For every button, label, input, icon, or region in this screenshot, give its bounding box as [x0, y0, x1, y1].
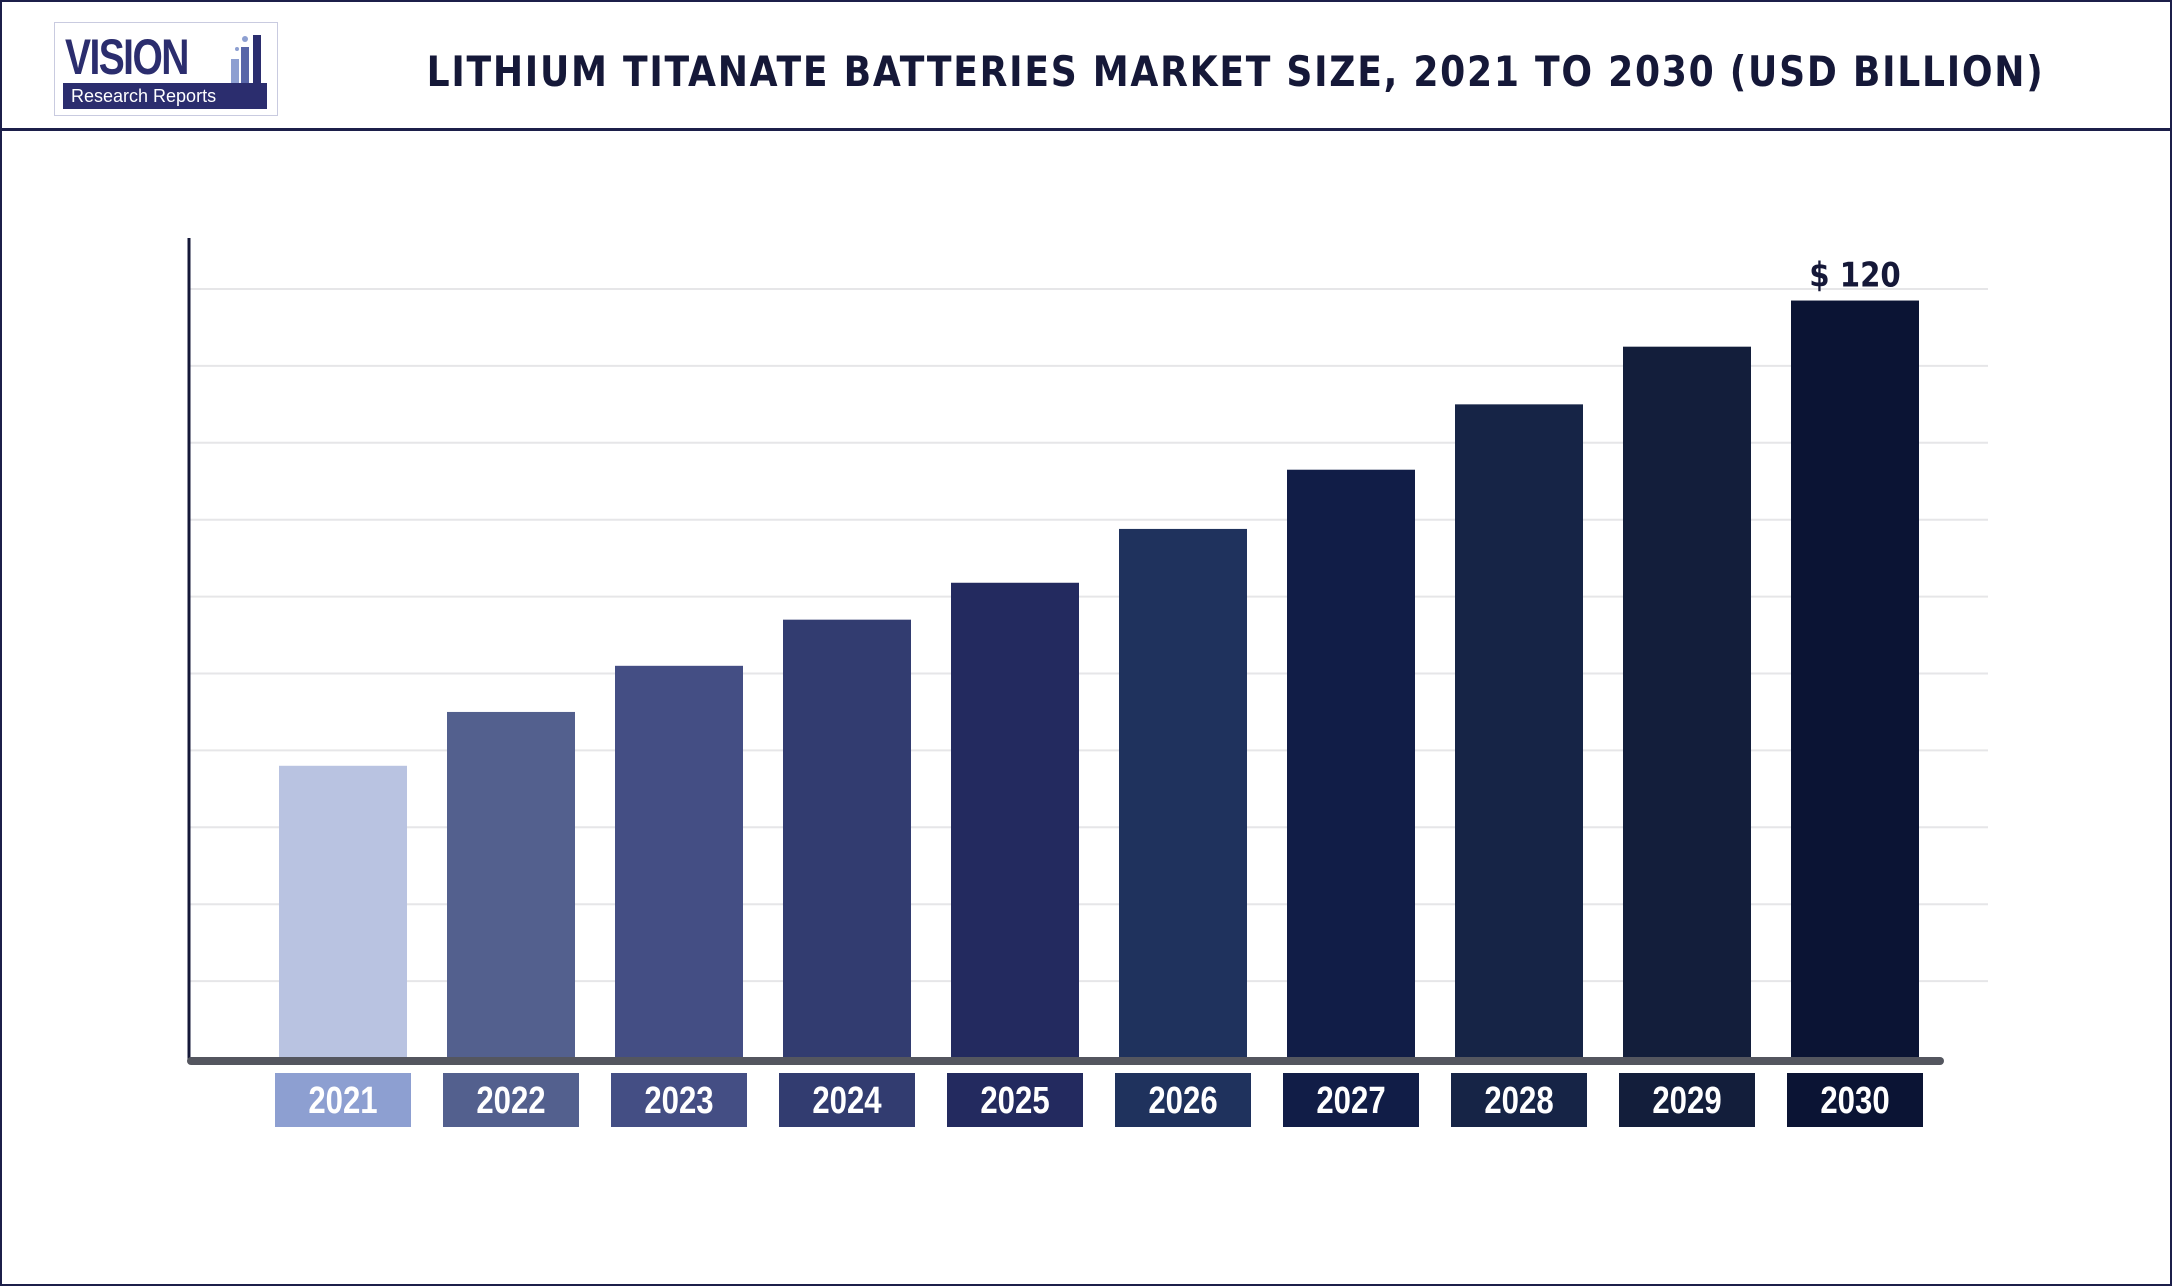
x-tick-label: 2023	[644, 1080, 713, 1122]
company-logo: VISION Research Reports	[54, 22, 278, 116]
x-tick-label: 2029	[1652, 1080, 1721, 1122]
logo-bars-icon	[231, 35, 261, 83]
x-tick-label: 2024	[812, 1080, 882, 1122]
x-tick-box	[947, 1073, 1083, 1127]
x-tick-box	[779, 1073, 915, 1127]
x-tick-box	[1787, 1073, 1923, 1127]
x-tick-label: 2025	[980, 1080, 1049, 1122]
x-tick-box	[443, 1073, 579, 1127]
bar	[1119, 528, 1247, 1058]
logo-word: VISION	[65, 29, 189, 85]
bar	[1287, 469, 1415, 1059]
bar	[951, 582, 1079, 1058]
bar	[1791, 300, 1919, 1058]
x-tick-label: 2026	[1148, 1080, 1217, 1122]
x-tick-box	[1283, 1073, 1419, 1127]
data-label: $ 120	[1809, 257, 1901, 296]
bar	[1623, 346, 1751, 1058]
header: VISION Research Reports LITHIUM TITANATE…	[2, 2, 2170, 131]
x-tick-label: 2028	[1484, 1080, 1553, 1122]
x-tick-label: 2027	[1316, 1080, 1385, 1122]
x-tick-box	[275, 1073, 411, 1127]
bar	[279, 765, 407, 1058]
bar	[615, 665, 743, 1058]
x-tick-box	[1451, 1073, 1587, 1127]
bar	[783, 619, 911, 1058]
x-tick-box	[1619, 1073, 1755, 1127]
x-tick-label: 2022	[476, 1080, 545, 1122]
bar	[447, 711, 575, 1058]
x-tick-box	[611, 1073, 747, 1127]
x-tick-label: 2030	[1820, 1080, 1889, 1122]
x-tick-label: 2021	[308, 1080, 377, 1122]
logo-tagline: Research Reports	[63, 83, 267, 109]
bar	[1455, 404, 1583, 1059]
chart-title: LITHIUM TITANATE BATTERIES MARKET SIZE, …	[426, 47, 2045, 96]
x-tick-box	[1115, 1073, 1251, 1127]
